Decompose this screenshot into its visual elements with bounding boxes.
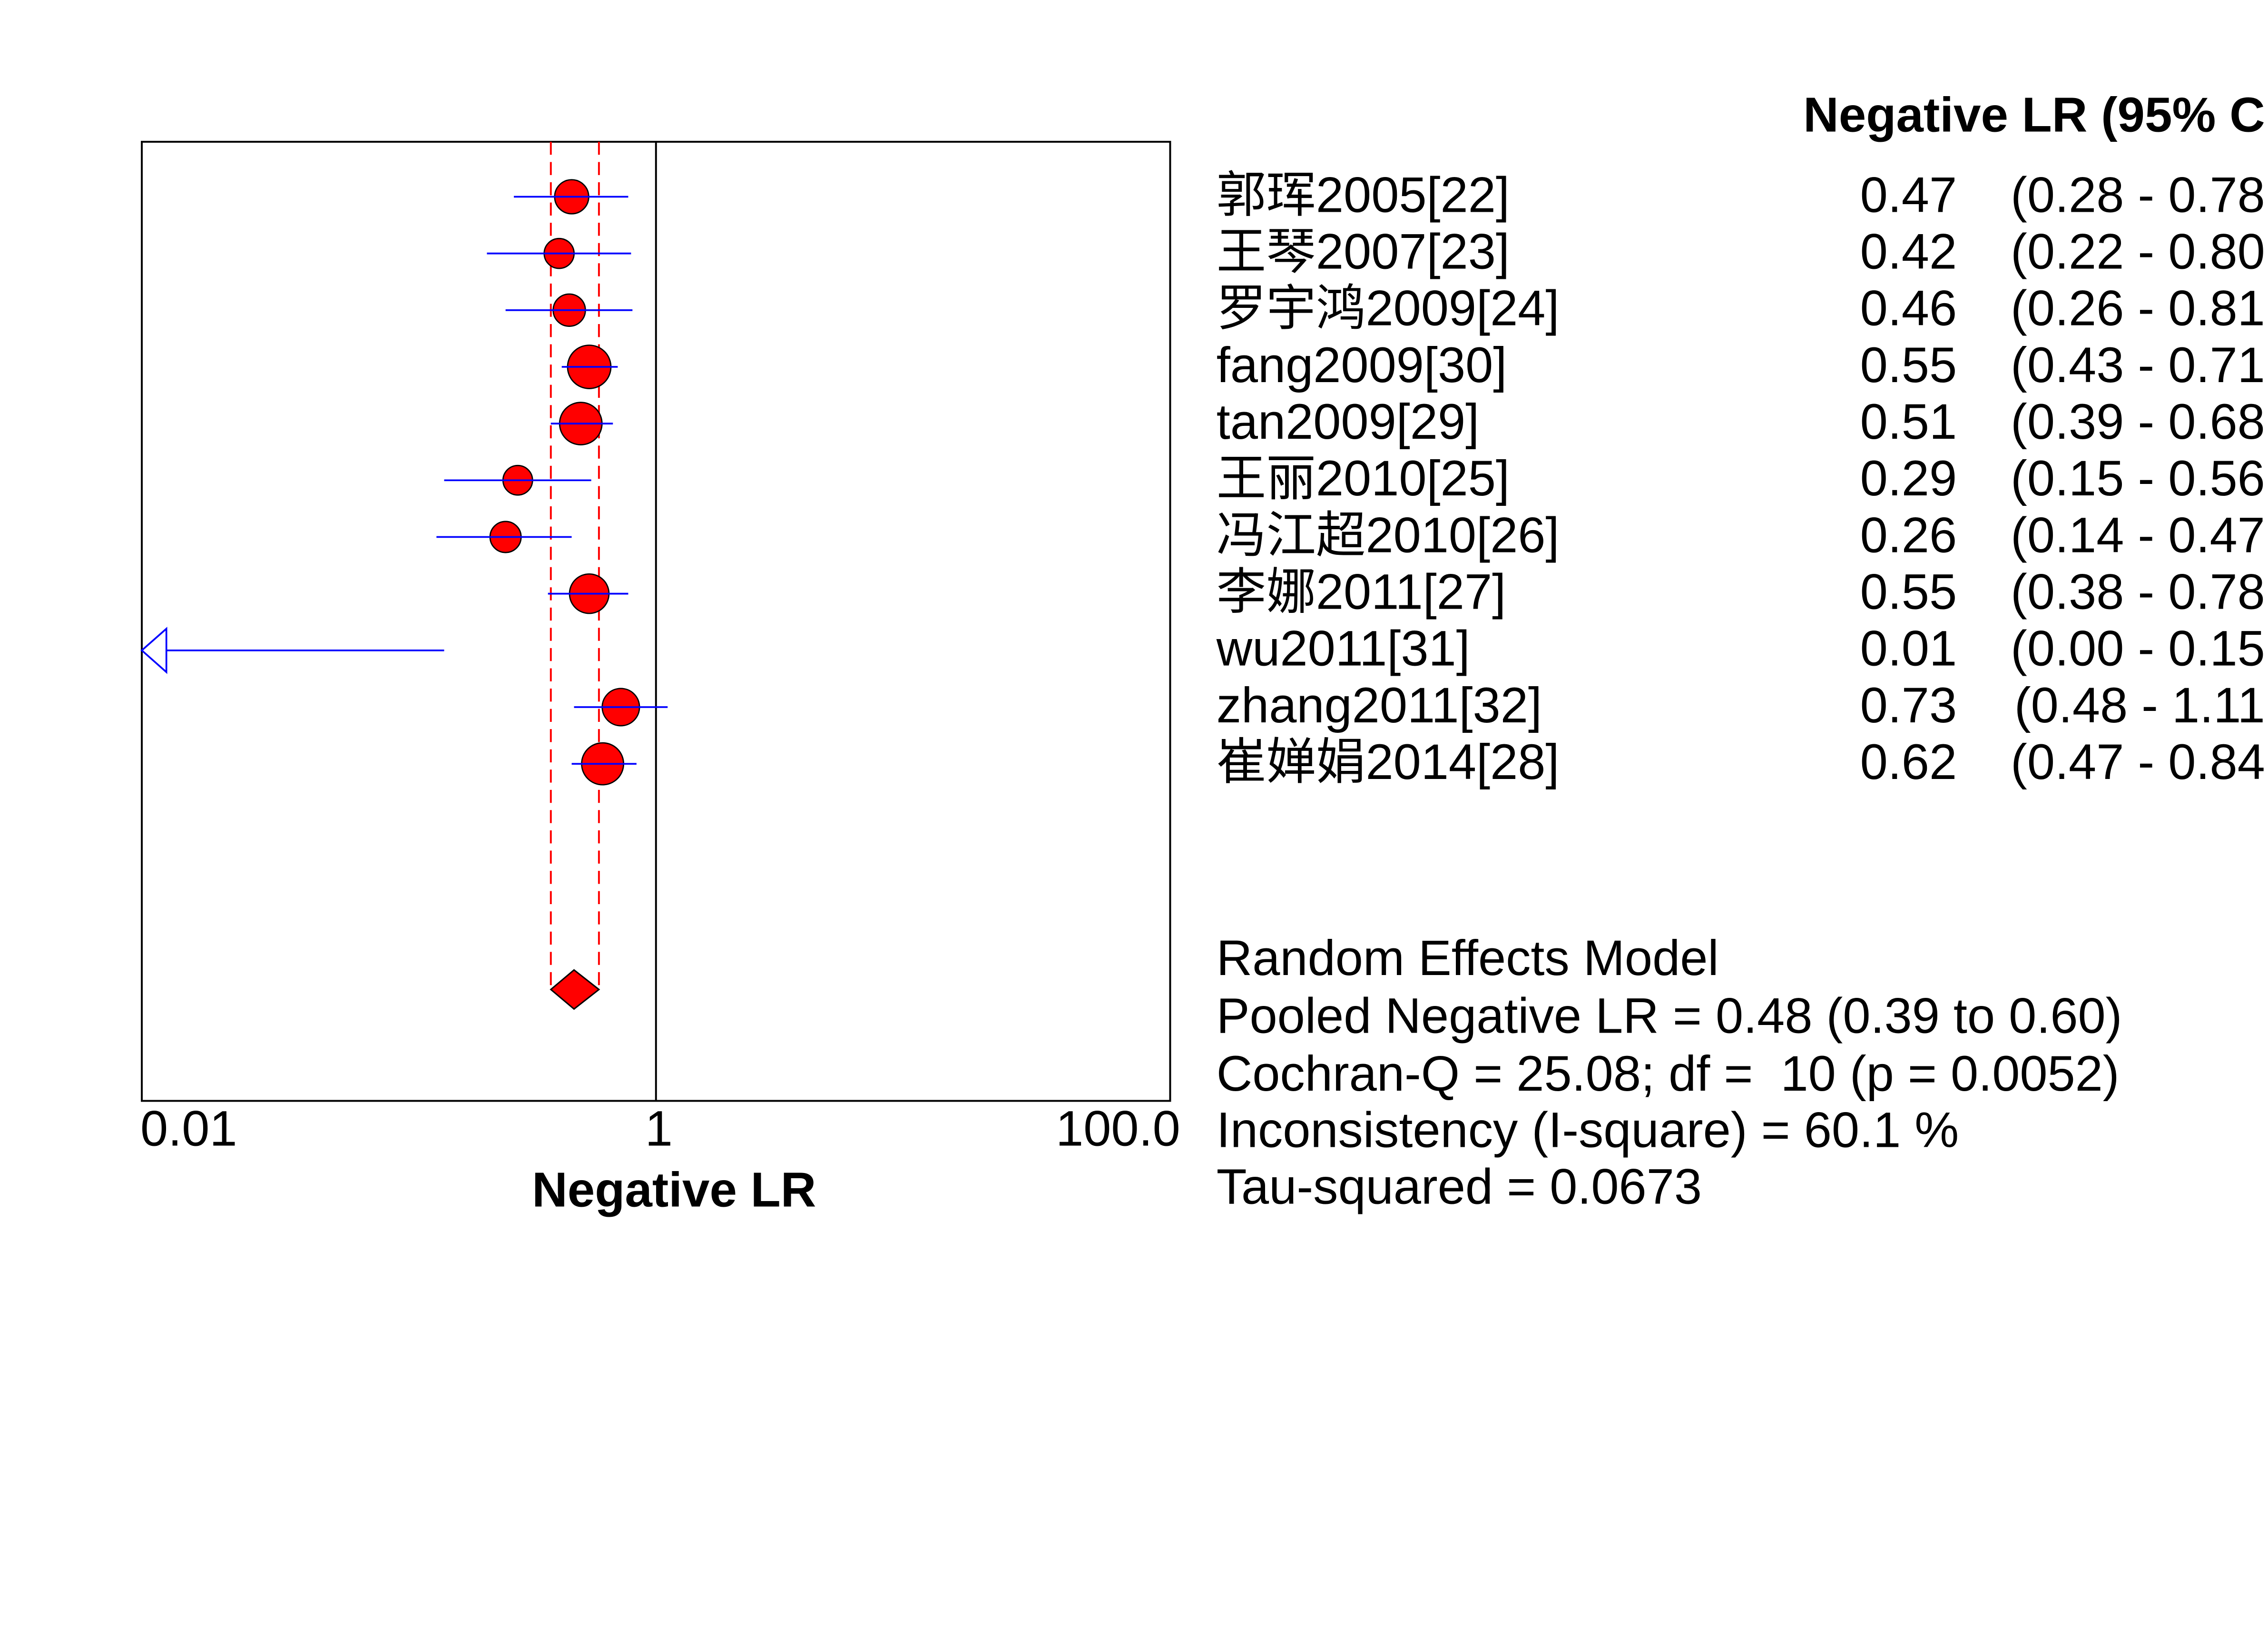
cochran-q-text: Cochran-Q = 25.08; df = 10 (p = 0.0052) [1217,1046,2120,1102]
study-lr-value-2: 0.42 [1860,224,1957,280]
tau-squared-text: Tau-squared = 0.0673 [1217,1159,1702,1214]
study-label-10: zhang2011[32] [1217,678,1542,733]
study-label-8: 李娜2011[27] [1217,564,1506,620]
study-ci-text-8: (0.38 - 0.78 [2011,564,2265,620]
study-label-6: 王丽2010[25] [1217,451,1510,506]
study-ci-text-7: (0.14 - 0.47 [2011,507,2265,563]
study-lr-value-3: 0.46 [1860,281,1957,336]
study-ci-text-9: (0.00 - 0.15 [2011,621,2265,677]
study-lr-value-9: 0.01 [1860,621,1957,677]
plot-area [140,140,1171,1102]
study-label-7: 冯江超2010[26] [1217,507,1560,563]
study-ci-text-11: (0.47 - 0.84 [2011,734,2265,790]
study-lr-value-10: 0.73 [1860,678,1957,733]
study-ci-arrow-9 [140,627,167,674]
x-tick-label-1: 0.01 [140,1101,237,1157]
x-tick-label-3: 100.0 [1056,1101,1180,1157]
summary-statistics: Random Effects Model Pooled Negative LR … [1217,930,2122,1214]
study-lr-value-4: 0.55 [1860,337,1957,393]
pooled-estimate-text: Pooled Negative LR = 0.48 (0.39 to 0.60) [1217,988,2122,1044]
study-label-11: 崔婵娟2014[28] [1217,734,1560,790]
study-label-9: wu2011[31] [1216,621,1470,677]
study-ci-text-6: (0.15 - 0.56 [2011,451,2265,506]
study-label-1: 郭珲2005[22] [1217,167,1510,223]
study-table: Negative LR (95% C 郭珲2005[22] 0.47 (0.28 -… [1216,87,2265,790]
model-label: Random Effects Model [1217,930,1719,986]
study-lr-value-5: 0.51 [1860,394,1957,450]
inconsistency-text: Inconsistency (I-square) = 60.1 % [1217,1103,1959,1158]
study-ci-text-4: (0.43 - 0.71 [2011,337,2265,393]
study-label-4: fang2009[30] [1217,337,1507,393]
study-lr-value-1: 0.47 [1860,167,1957,223]
study-ci-text-1: (0.28 - 0.78 [2011,167,2265,223]
study-label-2: 王琴2007[23] [1217,224,1510,280]
study-ci-text-3: (0.26 - 0.81 [2011,281,2265,336]
x-axis-label: Negative LR [532,1162,816,1217]
study-lr-value-8: 0.55 [1860,564,1957,620]
study-ci-text-5: (0.39 - 0.68 [2011,394,2265,450]
study-ci-text-10: (0.48 - 1.11 [2014,678,2265,733]
study-label-5: tan2009[29] [1217,394,1479,450]
study-lr-value-7: 0.26 [1860,507,1957,563]
study-label-3: 罗宇鸿2009[24] [1217,281,1560,336]
study-lr-value-6: 0.29 [1860,451,1957,506]
pooled-diamond [550,969,600,1010]
study-lr-value-11: 0.62 [1860,734,1957,790]
column-header: Negative LR (95% C [1803,87,2265,142]
x-axis: Negative LR 0.01 1 100.0 [140,1101,1180,1217]
study-ci-text-2: (0.22 - 0.80 [2011,224,2265,280]
x-tick-label-2: 1 [645,1101,673,1157]
